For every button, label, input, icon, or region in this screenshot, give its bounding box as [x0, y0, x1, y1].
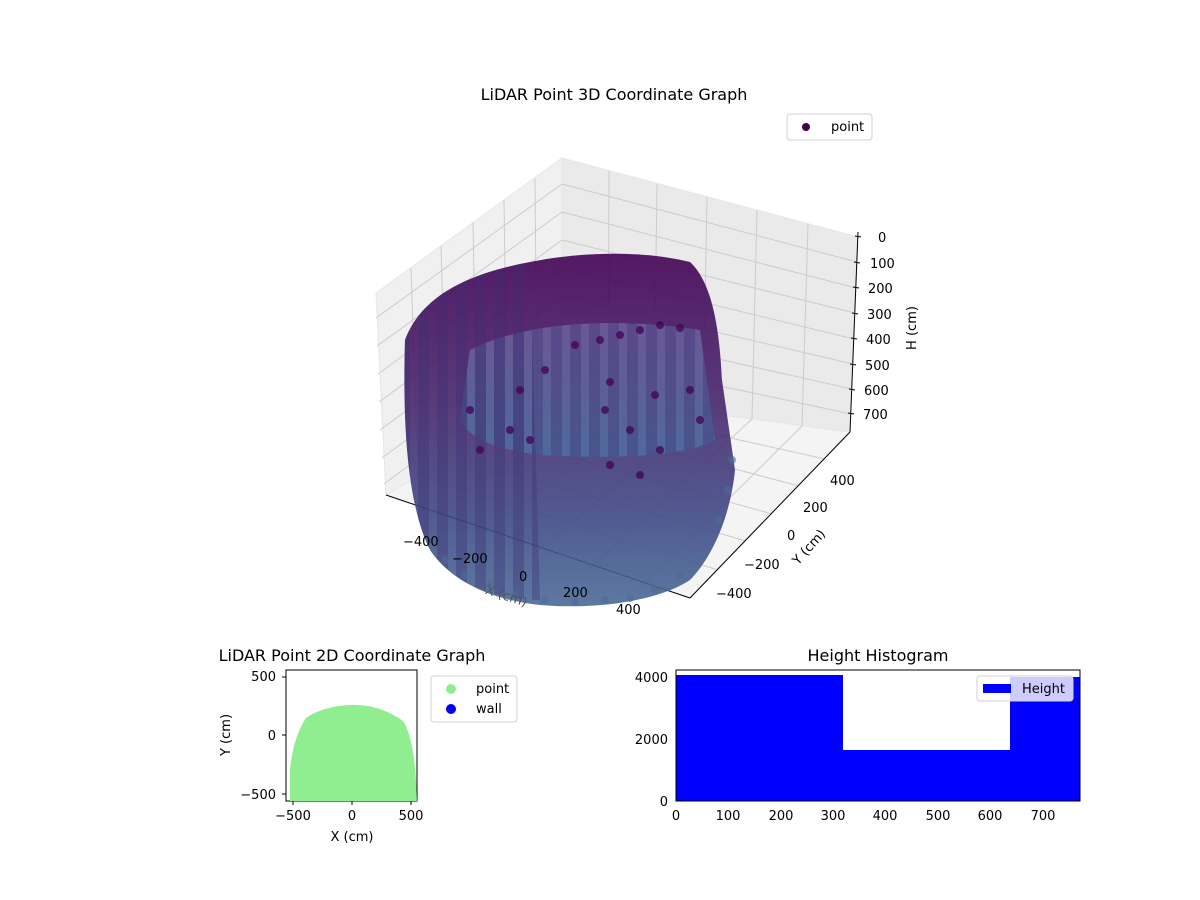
x-tick: 0 — [348, 809, 356, 824]
y-tick: −400 — [716, 587, 752, 602]
legend-label: Height — [1022, 682, 1065, 697]
x-tick: 500 — [926, 809, 951, 824]
x-tick: 100 — [716, 809, 741, 824]
chart-2d-legend: point wall — [430, 675, 518, 723]
x-tick: 400 — [616, 603, 641, 618]
x-tick: 0 — [672, 809, 680, 824]
histogram-frame — [675, 669, 1081, 802]
x-tick: 0 — [519, 570, 527, 585]
y-tick: 4000 — [635, 671, 668, 686]
x-tick: 600 — [978, 809, 1003, 824]
y-tick: −500 — [240, 788, 276, 803]
chart-histogram: Height Histogram 4000 2000 0 0 100 200 3… — [635, 646, 1081, 824]
legend-marker-wall — [446, 704, 456, 714]
chart-2d-x-ticks: −500 0 500 — [275, 809, 423, 824]
chart-2d-y-ticks: 500 0 −500 — [240, 670, 276, 803]
histogram-bar-2 — [843, 750, 1010, 801]
y-axis-line — [689, 431, 851, 599]
x-tick: −200 — [452, 552, 488, 567]
y-axis-ticks: −400 −200 0 200 400 — [716, 474, 855, 602]
y-tick: 2000 — [635, 733, 668, 748]
z-tick: 400 — [866, 333, 891, 348]
x-tick: 200 — [563, 586, 588, 601]
x-tick: 500 — [399, 809, 424, 824]
y-tick: 0 — [268, 729, 276, 744]
z-tick: 500 — [865, 359, 890, 374]
z-tick: 700 — [863, 408, 888, 423]
y-tick: 500 — [251, 670, 276, 685]
point-cloud — [404, 253, 736, 607]
z-tick: 0 — [878, 231, 886, 246]
x-tick: 700 — [1031, 809, 1056, 824]
legend-label: wall — [476, 702, 502, 717]
x-tick: −500 — [275, 809, 311, 824]
chart-2d-tick-marks — [282, 676, 412, 805]
legend-marker-height — [983, 684, 1011, 693]
chart-2d: LiDAR Point 2D Coordinate Graph 500 0 −5… — [219, 646, 518, 845]
histogram-legend: Height — [976, 675, 1074, 702]
chart-3d-title: LiDAR Point 3D Coordinate Graph — [481, 85, 748, 104]
histogram-x-ticks: 0 100 200 300 400 500 600 700 — [672, 809, 1056, 824]
z-tick: 600 — [864, 384, 889, 399]
chart-2d-title: LiDAR Point 2D Coordinate Graph — [219, 646, 486, 665]
z-tick: 300 — [867, 308, 892, 323]
z-axis-line — [849, 231, 859, 433]
y-tick: 0 — [660, 795, 668, 810]
y-tick: 400 — [830, 474, 855, 489]
y-tick: 0 — [787, 529, 795, 544]
z-axis-ticks: 0 100 200 300 400 500 600 700 — [863, 231, 895, 423]
z-tick-marks — [847, 235, 862, 415]
z-tick: 200 — [868, 282, 893, 297]
legend-label: point — [476, 682, 509, 697]
chart-3d-legend: point — [786, 113, 873, 141]
legend-label: point — [831, 120, 864, 135]
histogram-y-ticks: 4000 2000 0 — [635, 671, 668, 810]
chart-3d: LiDAR Point 3D Coordinate Graph — [375, 85, 920, 618]
x-tick: 200 — [769, 809, 794, 824]
chart-2d-x-label: X (cm) — [331, 830, 374, 845]
x-tick: 400 — [873, 809, 898, 824]
y-tick: 200 — [803, 501, 828, 516]
z-axis-label: H (cm) — [905, 306, 920, 350]
histogram-title: Height Histogram — [808, 646, 949, 665]
x-tick: 300 — [821, 809, 846, 824]
y-tick: −200 — [744, 558, 780, 573]
x-axis-ticks: −400 −200 0 200 400 — [403, 535, 641, 618]
histogram-bar-1 — [676, 675, 843, 801]
point-region — [290, 704, 417, 801]
legend-marker-point — [802, 123, 810, 131]
legend-marker-point — [446, 684, 456, 694]
chart-2d-y-label: Y (cm) — [219, 714, 234, 757]
z-tick: 100 — [870, 257, 895, 272]
x-tick: −400 — [403, 535, 439, 550]
